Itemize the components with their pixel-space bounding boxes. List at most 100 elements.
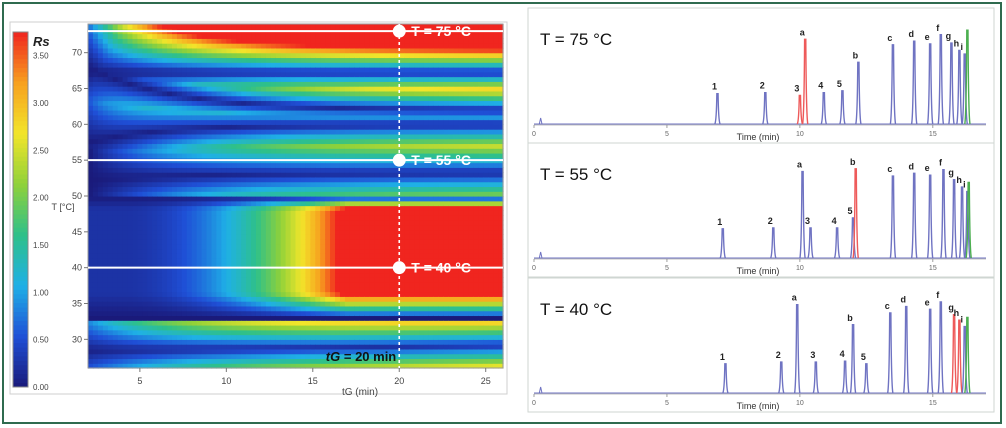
heatmap-cell <box>231 129 237 135</box>
heatmap-cell <box>88 215 94 221</box>
heatmap-cell <box>335 62 341 68</box>
heatmap-cell <box>88 286 94 293</box>
heatmap-cell <box>384 114 390 121</box>
heatmap-cell <box>196 38 203 44</box>
heatmap-cell <box>364 248 371 254</box>
heatmap-cell <box>369 272 376 278</box>
heatmap-cell <box>265 186 272 192</box>
heatmap-cell <box>354 301 361 307</box>
heatmap-cell <box>186 229 193 235</box>
heatmap-cell <box>290 67 297 73</box>
heatmap-cell <box>315 353 321 360</box>
heatmap-cell <box>354 62 361 68</box>
heatmap-cell <box>295 262 302 269</box>
heatmap-cell <box>102 148 109 154</box>
heatmap-cell <box>384 162 390 168</box>
heatmap-cell <box>399 358 405 364</box>
heatmap-cell <box>285 47 292 54</box>
heatmap-cell <box>423 124 430 130</box>
heatmap-cell <box>162 186 168 192</box>
heatmap-cell <box>181 143 188 149</box>
heatmap-cell <box>167 291 173 297</box>
heatmap-cell <box>191 282 198 288</box>
heatmap-cell <box>246 210 252 216</box>
heatmap-cell <box>354 71 361 78</box>
heatmap-cell <box>404 38 410 44</box>
heatmap-cell <box>142 277 148 283</box>
heatmap-cell <box>290 153 297 159</box>
heatmap-cell <box>315 95 321 102</box>
heatmap-cell <box>201 86 208 92</box>
heatmap-cell <box>315 320 321 326</box>
heatmap-cell <box>122 62 129 68</box>
heatmap-cell <box>206 296 213 302</box>
heatmap-cell <box>196 110 203 116</box>
heatmap-cell <box>231 62 237 68</box>
heatmap-cell <box>137 344 143 350</box>
heatmap-cell <box>295 167 302 173</box>
heatmap-cell <box>280 52 287 59</box>
heatmap-cell <box>181 286 188 293</box>
heatmap-cell <box>394 52 400 59</box>
heatmap-cell <box>369 301 376 307</box>
heatmap-cell <box>280 301 287 307</box>
heatmap-cell <box>181 129 188 135</box>
heatmap-cell <box>157 267 163 274</box>
heatmap-cell <box>325 81 331 87</box>
heatmap-cell <box>122 167 129 173</box>
heatmap-cell <box>349 114 356 121</box>
heatmap-cell <box>137 205 143 211</box>
heatmap-cell <box>270 86 277 92</box>
heatmap-cell <box>275 129 282 135</box>
heatmap-cell <box>399 205 405 211</box>
heatmap-cell <box>409 286 415 293</box>
heatmap-cell <box>162 291 168 297</box>
heatmap-cell <box>285 129 292 135</box>
heatmap-cell <box>246 282 252 288</box>
heatmap-cell <box>339 348 346 355</box>
heatmap-cell <box>423 52 430 59</box>
heatmap-cell <box>137 191 143 197</box>
heatmap-cell <box>330 200 336 207</box>
heatmap-cell <box>310 172 316 178</box>
heatmap-cell <box>241 325 247 331</box>
heatmap-cell <box>335 76 341 82</box>
heatmap-cell <box>265 81 272 87</box>
heatmap-cell <box>349 334 356 340</box>
heatmap-cell <box>132 239 139 245</box>
heatmap-cell <box>305 81 311 87</box>
heatmap-cell <box>325 133 331 140</box>
heatmap-cell <box>236 353 242 360</box>
heatmap-cell <box>226 291 232 297</box>
heatmap-cell <box>162 81 168 87</box>
heatmap-cell <box>186 105 193 111</box>
heatmap-cell <box>414 301 420 307</box>
heatmap-cell <box>186 234 193 240</box>
heatmap-cell <box>359 148 366 154</box>
heatmap-cell <box>394 348 400 355</box>
heatmap-cell <box>275 210 282 216</box>
heatmap-cell <box>162 286 168 293</box>
heatmap-cell <box>414 291 420 297</box>
heatmap-cell <box>147 210 153 216</box>
heatmap-cell <box>137 358 143 364</box>
heatmap-cell <box>236 90 242 97</box>
heatmap-cell <box>107 219 114 226</box>
heatmap-cell <box>394 172 400 178</box>
heatmap-cell <box>255 196 262 202</box>
heatmap-cell <box>241 282 247 288</box>
heatmap-cell <box>167 282 173 288</box>
heatmap-cell <box>369 38 376 44</box>
heatmap-cell <box>270 258 277 264</box>
heatmap-cell <box>167 57 173 63</box>
heatmap-cell <box>369 334 376 340</box>
heatmap-cell <box>419 167 425 173</box>
heatmap-cell <box>137 167 143 173</box>
heatmap-cell <box>305 62 311 68</box>
heatmap-cell <box>196 138 203 145</box>
heatmap-cell <box>384 243 390 250</box>
heatmap-cell <box>389 301 395 307</box>
heatmap-cell <box>364 353 371 360</box>
heatmap-cell <box>181 229 188 235</box>
heatmap-cell <box>132 129 139 135</box>
